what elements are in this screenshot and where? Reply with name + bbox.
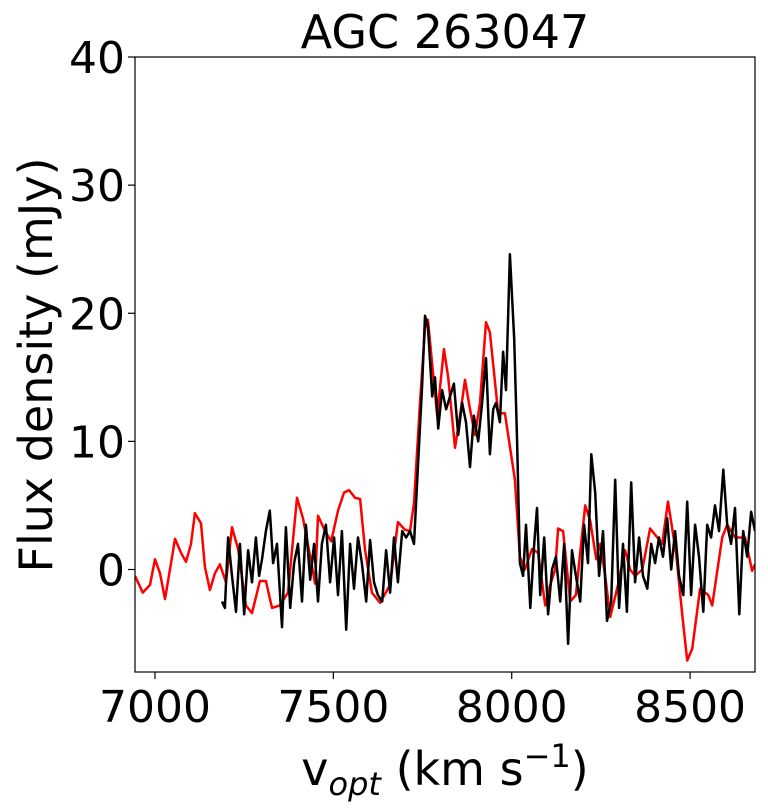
plot-frame	[134, 56, 756, 673]
chart-title: AGC 263047	[301, 5, 590, 59]
data-line	[220, 253, 755, 646]
x-label-base: v	[301, 742, 328, 796]
y-tick-label: 40	[69, 33, 125, 84]
x-label-sub: opt	[329, 765, 383, 803]
y-tick-label: 0	[97, 546, 125, 597]
x-tick-label: 7500	[277, 682, 389, 733]
x-label-mid: (km s	[381, 742, 524, 796]
y-tick-label: 20	[69, 289, 125, 340]
x-tick-label: 8000	[456, 682, 568, 733]
x-label-sup: −1	[524, 737, 571, 775]
y-axis-label: Flux density (mJy)	[9, 157, 63, 572]
y-tick-label: 10	[69, 417, 125, 468]
x-label-end: )	[571, 742, 589, 796]
plot-area	[135, 253, 755, 662]
y-tick-label: 30	[69, 161, 125, 212]
x-tick-label: 7000	[99, 682, 211, 733]
x-axis-label: vopt (km s−1)	[301, 737, 588, 803]
x-tick-label: 8500	[634, 682, 746, 733]
data-line	[135, 318, 755, 662]
